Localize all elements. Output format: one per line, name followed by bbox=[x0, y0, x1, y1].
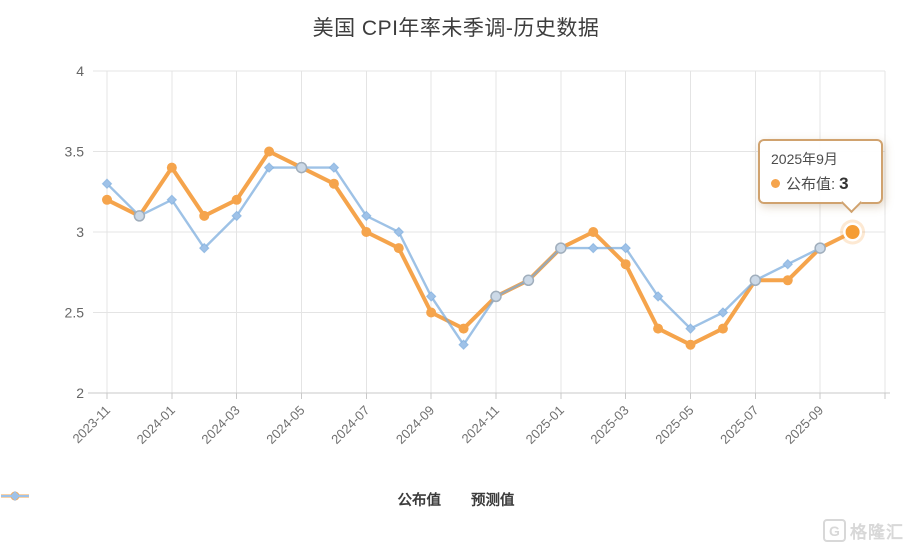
y-axis-tick-label: 4 bbox=[76, 63, 84, 79]
published-data-point[interactable] bbox=[620, 259, 631, 270]
tooltip-date: 2025年9月 bbox=[771, 151, 838, 167]
gelonghui-logo-text: 格隆汇 bbox=[850, 523, 904, 542]
published-data-point[interactable] bbox=[393, 243, 404, 254]
y-axis-tick-label: 3.5 bbox=[65, 144, 85, 160]
x-axis-tick-label: 2023-11 bbox=[69, 403, 113, 447]
forecast-data-point[interactable] bbox=[652, 291, 664, 302]
x-axis-tick-label: 2024-07 bbox=[328, 403, 372, 447]
y-axis-tick-label: 2.5 bbox=[65, 305, 85, 321]
gelonghui-watermark: G 格隆汇 bbox=[823, 518, 904, 543]
x-axis-tick-label: 2025-03 bbox=[587, 403, 631, 447]
forecast-data-point[interactable] bbox=[101, 178, 113, 190]
legend-item-forecast[interactable]: 预测值 bbox=[1, 489, 515, 510]
tooltip-value: 3 bbox=[839, 173, 849, 193]
x-axis-tick-label: 2024-11 bbox=[458, 403, 502, 447]
legend-forecast-label: 预测值 bbox=[471, 493, 515, 509]
published-series-dot-icon bbox=[771, 179, 780, 188]
highlighted-data-point[interactable] bbox=[845, 225, 860, 239]
gelonghui-logo-icon: G bbox=[823, 519, 846, 542]
published-data-point[interactable] bbox=[426, 307, 437, 318]
forecast-data-point[interactable] bbox=[166, 194, 178, 206]
published-data-point[interactable] bbox=[685, 339, 696, 350]
overlap-data-point[interactable] bbox=[490, 290, 502, 303]
published-data-point[interactable] bbox=[653, 323, 664, 334]
chart-legend: 公布值 预测值 bbox=[0, 489, 912, 510]
published-data-point[interactable] bbox=[328, 178, 339, 189]
x-axis-tick-label: 2024-03 bbox=[198, 403, 242, 447]
published-data-point[interactable] bbox=[782, 275, 793, 286]
line-chart-canvas[interactable]: 4 3.5 3 2.5 2 2023-11 2024-01 2024-03 2024-05 202… bbox=[0, 0, 912, 470]
x-axis-tick-label: 2024-01 bbox=[134, 403, 178, 447]
overlap-data-point[interactable] bbox=[295, 161, 308, 174]
published-data-point[interactable] bbox=[166, 162, 177, 173]
legend-item-published[interactable]: 公布值 bbox=[1, 489, 442, 510]
overlap-data-point[interactable] bbox=[133, 210, 146, 222]
forecast-data-point[interactable] bbox=[685, 323, 696, 334]
forecast-data-point[interactable] bbox=[782, 258, 794, 270]
forecast-series-line bbox=[106, 166, 821, 346]
forecast-data-point[interactable] bbox=[620, 242, 631, 254]
overlap-data-point[interactable] bbox=[555, 242, 567, 254]
x-axis-tick-label: 2024-09 bbox=[393, 403, 437, 447]
forecast-data-point[interactable] bbox=[198, 242, 210, 254]
tooltip-series-label: 公布值: bbox=[786, 176, 836, 193]
forecast-data-point[interactable] bbox=[458, 339, 469, 351]
forecast-data-point[interactable] bbox=[231, 210, 242, 222]
x-axis-tick-label: 2025-01 bbox=[523, 403, 567, 447]
y-axis-tick-label: 3 bbox=[76, 224, 84, 240]
tooltip: 2025年9月 公布值: 3 bbox=[758, 139, 883, 214]
overlap-data-point[interactable] bbox=[749, 274, 762, 287]
forecast-data-point[interactable] bbox=[361, 210, 372, 222]
forecast-data-point[interactable] bbox=[717, 307, 729, 318]
x-axis-tick-label: 2025-07 bbox=[717, 403, 761, 447]
forecast-data-point[interactable] bbox=[328, 162, 340, 173]
x-axis-tick-label: 2025-09 bbox=[782, 403, 826, 447]
published-data-point[interactable] bbox=[231, 194, 242, 205]
forecast-data-point[interactable] bbox=[425, 291, 437, 302]
forecast-data-point[interactable] bbox=[587, 242, 599, 254]
published-data-point[interactable] bbox=[361, 227, 372, 237]
forecast-data-point[interactable] bbox=[393, 226, 405, 238]
overlap-data-point[interactable] bbox=[814, 242, 826, 254]
published-data-point[interactable] bbox=[458, 323, 469, 334]
published-data-point[interactable] bbox=[588, 227, 599, 237]
x-axis-tick-label: 2024-05 bbox=[263, 403, 307, 447]
forecast-data-point[interactable] bbox=[263, 162, 275, 173]
x-axis-tick-label: 2025-05 bbox=[652, 403, 696, 447]
legend-published-label: 公布值 bbox=[397, 493, 442, 509]
chart-title: 美国 CPI年率未季调-历史数据 bbox=[312, 17, 600, 40]
forecast-legend-marker-icon bbox=[1, 491, 29, 501]
y-axis-tick-label: 2 bbox=[76, 385, 84, 401]
published-data-point[interactable] bbox=[264, 146, 275, 157]
overlap-data-point[interactable] bbox=[522, 274, 535, 287]
published-data-point[interactable] bbox=[199, 210, 210, 221]
published-data-point[interactable] bbox=[102, 194, 112, 205]
published-data-point[interactable] bbox=[717, 323, 728, 334]
published-series-line bbox=[105, 149, 855, 347]
